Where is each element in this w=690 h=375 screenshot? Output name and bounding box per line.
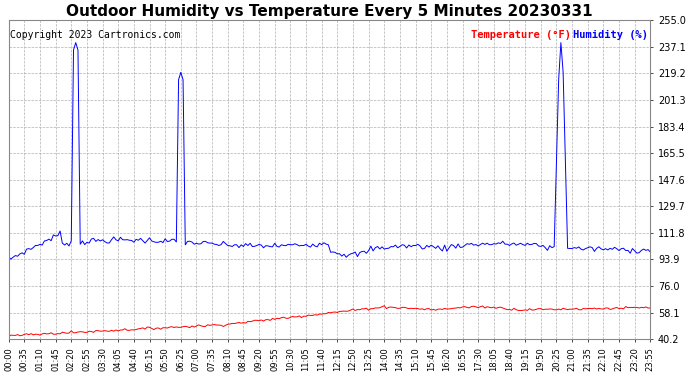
Text: Copyright 2023 Cartronics.com: Copyright 2023 Cartronics.com	[10, 30, 180, 40]
Title: Outdoor Humidity vs Temperature Every 5 Minutes 20230331: Outdoor Humidity vs Temperature Every 5 …	[66, 4, 593, 19]
Text: Temperature (°F): Temperature (°F)	[471, 30, 571, 40]
Text: Humidity (%): Humidity (%)	[573, 30, 649, 40]
